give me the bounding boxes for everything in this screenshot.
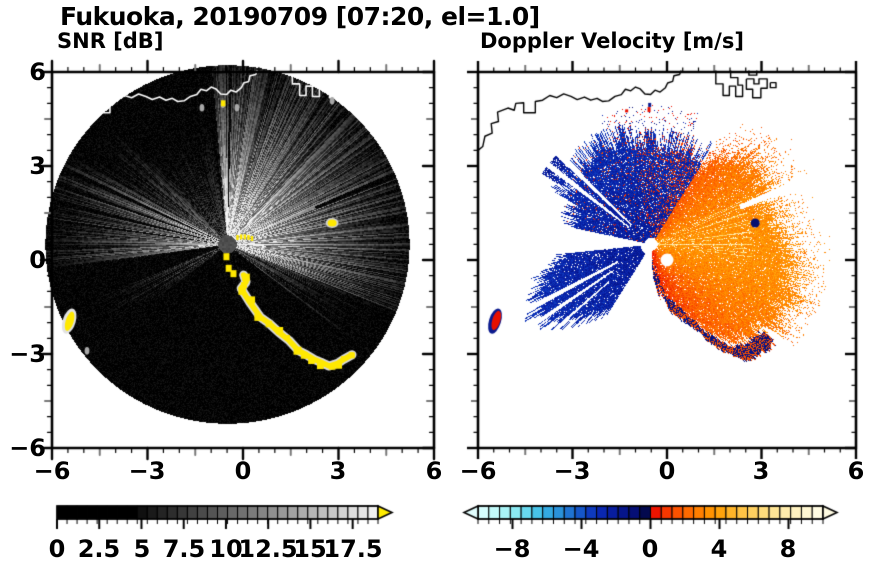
snr-ytick: −6 [9, 434, 46, 462]
snr-ytick: −3 [9, 340, 46, 368]
vel-xtick: −6 [459, 457, 497, 485]
snr-cbar-tick: 17.5 [323, 535, 383, 563]
snr-ytick: 0 [29, 246, 46, 274]
vel-radar-plot [462, 56, 860, 462]
snr-panel-title: SNR [dB] [57, 29, 164, 53]
vel-xtick: 6 [847, 457, 865, 485]
snr-cbar-tick: 2.5 [77, 535, 121, 563]
vel-cbar-tick: 8 [779, 535, 797, 563]
snr-cbar-tick: 0 [48, 535, 66, 563]
figure-title: Fukuoka, 20190709 [07:20, el=1.0] [60, 2, 540, 31]
vel-xtick: 3 [752, 457, 770, 485]
snr-xtick: −6 [33, 457, 71, 485]
snr-xtick: 3 [329, 457, 347, 485]
vel-colorbar [455, 498, 855, 534]
snr-ytick: 6 [29, 58, 46, 86]
snr-xtick: 0 [234, 457, 252, 485]
snr-colorbar [50, 498, 410, 534]
vel-cbar-tick: 4 [710, 535, 728, 563]
snr-xtick: 6 [425, 457, 443, 485]
vel-cbar-tick: 0 [641, 535, 659, 563]
snr-cbar-tick: 10 [209, 535, 243, 563]
snr-radar-plot [36, 56, 438, 462]
snr-cbar-tick: 15 [293, 535, 327, 563]
vel-cbar-tick: −4 [562, 535, 600, 563]
snr-cbar-tick: 7.5 [162, 535, 206, 563]
snr-cbar-tick: 12.5 [238, 535, 298, 563]
vel-panel-title: Doppler Velocity [m/s] [480, 29, 744, 53]
vel-xtick: 0 [658, 457, 676, 485]
vel-cbar-tick: −8 [493, 535, 531, 563]
snr-xtick: −3 [128, 457, 166, 485]
snr-cbar-tick: 5 [133, 535, 151, 563]
snr-ytick: 3 [29, 152, 46, 180]
vel-xtick: −3 [553, 457, 591, 485]
